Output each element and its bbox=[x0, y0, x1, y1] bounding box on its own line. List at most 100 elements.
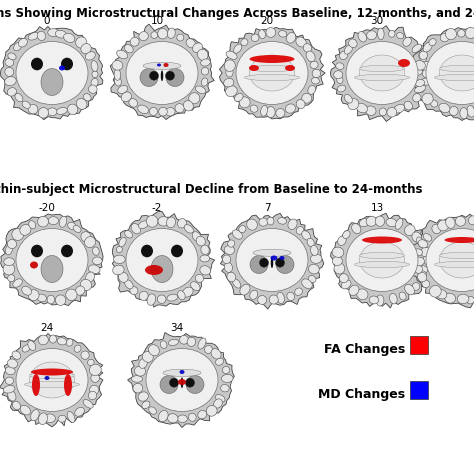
Ellipse shape bbox=[81, 232, 91, 242]
Ellipse shape bbox=[379, 108, 386, 116]
Ellipse shape bbox=[271, 255, 277, 261]
Ellipse shape bbox=[13, 279, 22, 287]
Ellipse shape bbox=[366, 216, 377, 226]
Ellipse shape bbox=[418, 271, 426, 281]
Ellipse shape bbox=[435, 74, 474, 81]
Ellipse shape bbox=[85, 52, 95, 60]
Ellipse shape bbox=[180, 335, 189, 344]
Ellipse shape bbox=[437, 290, 447, 299]
Ellipse shape bbox=[261, 105, 267, 116]
Ellipse shape bbox=[201, 59, 210, 66]
Ellipse shape bbox=[224, 78, 234, 87]
Ellipse shape bbox=[183, 100, 193, 111]
Ellipse shape bbox=[114, 76, 121, 86]
Ellipse shape bbox=[258, 295, 266, 304]
Ellipse shape bbox=[138, 105, 148, 114]
Ellipse shape bbox=[84, 237, 96, 247]
Ellipse shape bbox=[28, 290, 39, 301]
Ellipse shape bbox=[204, 346, 212, 354]
Ellipse shape bbox=[4, 258, 15, 265]
Ellipse shape bbox=[112, 61, 123, 70]
Ellipse shape bbox=[148, 345, 159, 356]
Ellipse shape bbox=[271, 257, 273, 268]
Ellipse shape bbox=[117, 50, 128, 59]
Polygon shape bbox=[0, 334, 103, 427]
Polygon shape bbox=[110, 24, 214, 119]
Ellipse shape bbox=[334, 263, 345, 274]
Ellipse shape bbox=[7, 88, 17, 96]
Ellipse shape bbox=[310, 61, 318, 69]
Ellipse shape bbox=[216, 358, 224, 365]
Ellipse shape bbox=[362, 237, 402, 244]
Ellipse shape bbox=[113, 255, 125, 264]
Ellipse shape bbox=[419, 61, 430, 70]
Ellipse shape bbox=[356, 103, 367, 113]
Ellipse shape bbox=[279, 31, 287, 37]
Ellipse shape bbox=[416, 80, 425, 87]
Ellipse shape bbox=[355, 261, 410, 268]
Ellipse shape bbox=[149, 108, 157, 116]
Ellipse shape bbox=[138, 221, 148, 228]
Ellipse shape bbox=[250, 290, 258, 300]
Ellipse shape bbox=[259, 258, 268, 267]
Ellipse shape bbox=[259, 30, 265, 38]
Ellipse shape bbox=[275, 258, 284, 267]
Ellipse shape bbox=[76, 37, 87, 48]
Ellipse shape bbox=[398, 59, 410, 67]
Ellipse shape bbox=[267, 217, 274, 225]
Ellipse shape bbox=[296, 227, 304, 234]
Ellipse shape bbox=[181, 377, 183, 388]
Ellipse shape bbox=[164, 63, 168, 67]
Ellipse shape bbox=[226, 51, 237, 59]
Ellipse shape bbox=[239, 97, 250, 108]
Ellipse shape bbox=[64, 374, 72, 396]
Ellipse shape bbox=[339, 51, 347, 60]
Ellipse shape bbox=[457, 294, 469, 304]
Ellipse shape bbox=[91, 78, 98, 87]
Ellipse shape bbox=[186, 375, 204, 393]
Ellipse shape bbox=[66, 339, 73, 346]
Ellipse shape bbox=[438, 220, 449, 231]
Ellipse shape bbox=[296, 100, 305, 109]
Ellipse shape bbox=[249, 65, 294, 72]
Ellipse shape bbox=[424, 255, 431, 264]
Ellipse shape bbox=[226, 86, 237, 97]
Ellipse shape bbox=[344, 45, 353, 54]
Ellipse shape bbox=[89, 391, 97, 400]
Ellipse shape bbox=[418, 240, 428, 248]
Ellipse shape bbox=[189, 93, 200, 104]
Ellipse shape bbox=[432, 224, 441, 234]
Ellipse shape bbox=[73, 226, 81, 232]
Ellipse shape bbox=[38, 108, 48, 118]
Ellipse shape bbox=[67, 411, 75, 422]
Ellipse shape bbox=[88, 359, 94, 365]
Ellipse shape bbox=[405, 284, 415, 295]
Ellipse shape bbox=[5, 77, 16, 86]
Ellipse shape bbox=[296, 37, 306, 47]
Ellipse shape bbox=[426, 228, 474, 292]
Ellipse shape bbox=[201, 245, 209, 255]
Ellipse shape bbox=[280, 256, 284, 260]
Ellipse shape bbox=[12, 228, 24, 240]
Ellipse shape bbox=[116, 246, 122, 253]
Ellipse shape bbox=[28, 104, 38, 114]
Ellipse shape bbox=[83, 94, 91, 101]
Ellipse shape bbox=[349, 39, 357, 47]
Ellipse shape bbox=[64, 33, 75, 43]
Ellipse shape bbox=[47, 295, 55, 304]
Ellipse shape bbox=[221, 374, 233, 383]
Ellipse shape bbox=[31, 245, 43, 257]
Ellipse shape bbox=[118, 272, 128, 283]
Ellipse shape bbox=[404, 225, 415, 236]
Ellipse shape bbox=[129, 99, 137, 107]
Ellipse shape bbox=[5, 367, 15, 374]
Ellipse shape bbox=[422, 78, 431, 85]
Ellipse shape bbox=[92, 71, 98, 78]
Ellipse shape bbox=[151, 32, 158, 38]
Ellipse shape bbox=[359, 219, 369, 227]
Ellipse shape bbox=[201, 78, 208, 86]
Ellipse shape bbox=[146, 348, 218, 411]
Ellipse shape bbox=[45, 414, 55, 423]
Ellipse shape bbox=[309, 264, 319, 274]
Ellipse shape bbox=[131, 376, 143, 382]
